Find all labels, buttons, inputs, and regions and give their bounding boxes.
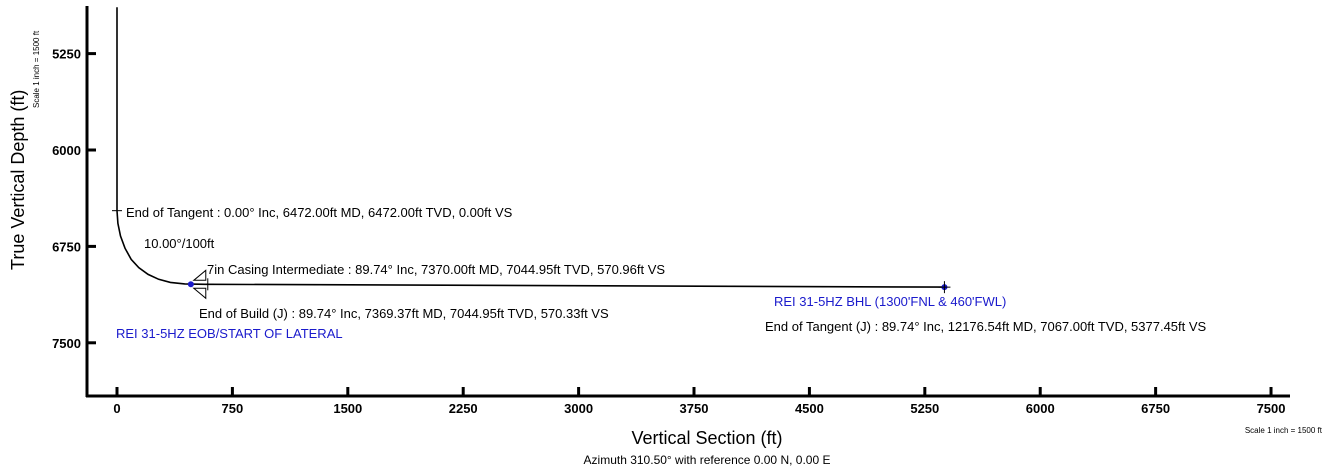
markers [112,205,951,300]
x-tick-label: 5250 [910,401,939,416]
wellbore-series [116,7,945,288]
y-tick-label: 6000 [52,143,81,158]
x-tick-label: 6000 [1026,401,1055,416]
x-tick-label: 3750 [680,401,709,416]
y-tick-label: 5250 [52,47,81,62]
x-tick-label: 2250 [449,401,478,416]
annotation-bhl-target: REI 31-5HZ BHL (1300'FNL & 460'FWL) [774,294,1006,309]
y-tick-label: 6750 [52,239,81,254]
x-tick-label: 1500 [333,401,362,416]
x-axis-title: Vertical Section (ft) [631,428,782,448]
x-scale-note: Scale 1 inch = 1500 ft [1245,426,1322,435]
annotation-casing-intermediate: 7in Casing Intermediate : 89.74° Inc, 73… [207,262,665,277]
labels: Vertical Section (ft) Azimuth 310.50° wi… [8,30,1322,467]
annotation-eob-target: REI 31-5HZ EOB/START OF LATERAL [116,326,343,341]
end-of-tangent-j-marker [938,281,951,294]
wellbore-path [116,7,945,288]
x-tick-label: 4500 [795,401,824,416]
x-tick-label: 0 [113,401,120,416]
x-tick-label: 750 [222,401,244,416]
annotation-build-rate: 10.00°/100ft [144,236,215,251]
eob-target-marker [187,281,194,288]
annotation-end-of-tangent: End of Tangent : 0.00° Inc, 6472.00ft MD… [126,205,513,220]
y-scale-note: Scale 1 inch = 1500 ft [32,30,41,108]
axes: 0 750 1500 2250 3000 3750 4500 5250 6000 6750 7500… [52,6,1290,416]
y-tick-label: 7500 [52,336,81,351]
x-tick-label: 3000 [564,401,593,416]
annotation-end-of-tangent-j: End of Tangent (J) : 89.74° Inc, 12176.5… [765,319,1207,334]
end-of-tangent-marker [112,205,122,216]
x-tick-label: 7500 [1257,401,1286,416]
x-tick-label: 6750 [1141,401,1170,416]
casing-shoe-icon [192,269,207,281]
casing-shoe-icon [192,287,207,300]
y-axis-title: True Vertical Depth (ft) [8,90,28,270]
annotation-end-of-build: End of Build (J) : 89.74° Inc, 7369.37ft… [199,306,609,321]
azimuth-subtitle: Azimuth 310.50° with reference 0.00 N, 0… [584,453,831,467]
casing-marker [201,278,214,291]
